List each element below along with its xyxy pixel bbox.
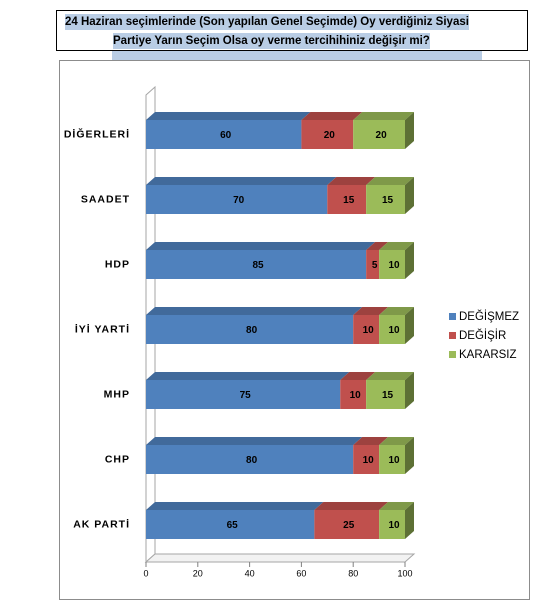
data-label-digerleri-degisir: 20 (324, 130, 336, 141)
bar-digerleri-degisir (301, 120, 354, 149)
bar-iyi-yarti-kararsiz-side (405, 307, 414, 344)
bar-mhp-degisir (340, 380, 367, 409)
bar-ak-parti-degismez-top (146, 502, 324, 510)
bar-iyi-yarti-kararsiz (379, 315, 405, 344)
bar-chp-degismez (146, 445, 354, 474)
data-label-iyi-yarti-kararsiz: 10 (388, 325, 400, 336)
bar-iyi-yarti-kararsiz-top (379, 307, 414, 315)
bar-mhp-kararsiz (366, 380, 405, 409)
bar-mhp-degisir-top (340, 372, 376, 380)
legend-swatch-kararsiz (449, 351, 456, 358)
bar-ak-parti-degismez (146, 510, 315, 539)
bar-digerleri-degismez (146, 120, 302, 149)
bar-ak-parti-kararsiz-top (379, 502, 414, 510)
bar-hdp-kararsiz-top (379, 242, 414, 250)
legend-swatch-degisir (449, 332, 456, 339)
legend-label-degismez: DEĞİŞMEZ (459, 310, 519, 323)
data-label-mhp-kararsiz: 15 (382, 390, 394, 401)
bar-hdp-degisir (366, 250, 380, 279)
bar-ak-parti-degisir-top (314, 502, 389, 510)
bar-saadet-degisir (327, 185, 367, 214)
bar-chp-degisir (353, 445, 380, 474)
data-label-chp-degismez: 80 (246, 455, 258, 466)
bar-digerleri-kararsiz-top (353, 112, 414, 120)
bar-saadet-degismez (146, 185, 328, 214)
chart-title-line-1: 24 Haziran seçimlerinde (Son yapılan Gen… (65, 14, 469, 30)
x-axis-tick-label: 100 (397, 568, 412, 578)
bar-mhp-degismez-top (146, 372, 350, 380)
data-label-hdp-degismez: 85 (253, 260, 265, 271)
bar-digerleri-degisir-top (301, 112, 363, 120)
bar-hdp-degismez (146, 250, 367, 279)
data-label-digerleri-degismez: 60 (220, 130, 232, 141)
data-label-hdp-kararsiz: 10 (388, 260, 400, 271)
bar-saadet-kararsiz (366, 185, 405, 214)
x-axis-tick-label: 20 (193, 568, 203, 578)
data-label-mhp-degismez: 75 (240, 390, 252, 401)
bar-chp-kararsiz-side (405, 437, 414, 474)
data-label-ak-parti-degisir: 25 (343, 520, 355, 531)
x-axis-tick-label: 80 (348, 568, 358, 578)
category-label-hdp: HDP (105, 258, 130, 270)
data-label-iyi-yarti-degisir: 10 (363, 325, 375, 336)
title-highlight-band (112, 51, 482, 60)
chart-floor (144, 553, 416, 563)
bar-iyi-yarti-degisir-top (353, 307, 389, 315)
bar-saadet-kararsiz-side (405, 177, 414, 214)
bar-iyi-yarti-degismez (146, 315, 354, 344)
category-label-iyi-yarti: İYİ YARTİ (75, 322, 130, 335)
bar-chp-kararsiz (379, 445, 405, 474)
data-label-hdp-degisir: 5 (372, 260, 378, 271)
bar-saadet-kararsiz-top (366, 177, 414, 185)
data-label-chp-degisir: 10 (363, 455, 375, 466)
data-label-chp-kararsiz: 10 (388, 455, 400, 466)
bar-ak-parti-kararsiz (379, 510, 405, 539)
x-axis-tick-label: 0 (143, 568, 148, 578)
legend-label-degisir: DEĞİŞİR (459, 329, 506, 342)
bar-saadet-degisir-top (327, 177, 376, 185)
data-label-mhp-degisir: 10 (350, 390, 362, 401)
bar-hdp-kararsiz (379, 250, 405, 279)
bar-saadet-degismez-top (146, 177, 337, 185)
bar-digerleri-kararsiz-side (405, 112, 414, 149)
category-label-ak-parti: AK PARTİ (73, 517, 130, 530)
bar-mhp-kararsiz-side (405, 372, 414, 409)
bar-hdp-degismez-top (146, 242, 376, 250)
bar-chp-degisir-top (353, 437, 389, 445)
data-label-saadet-degismez: 70 (233, 195, 245, 206)
category-label-chp: CHP (105, 453, 130, 465)
bar-mhp-kararsiz-top (366, 372, 414, 380)
bar-iyi-yarti-degisir (353, 315, 380, 344)
category-label-saadet: SAADET (81, 193, 130, 205)
legend-label-kararsiz: KARARSIZ (459, 349, 517, 361)
bar-iyi-yarti-degismez-top (146, 307, 363, 315)
data-label-digerleri-kararsiz: 20 (376, 130, 388, 141)
bar-chp-degismez-top (146, 437, 363, 445)
bar-hdp-degisir-top (366, 242, 389, 250)
data-label-ak-parti-degismez: 65 (227, 520, 239, 531)
data-label-iyi-yarti-degismez: 80 (246, 325, 258, 336)
chart-title-box: 24 Haziran seçimlerinde (Son yapılan Gen… (56, 10, 528, 51)
bar-ak-parti-kararsiz-side (405, 502, 414, 539)
bar-digerleri-kararsiz (353, 120, 405, 149)
x-axis-tick-label: 60 (296, 568, 306, 578)
chart-area: 0 20 40 60 80 100 DİĞERLERİ 60 20 20 SAADET 70 15 15 H… (59, 60, 530, 600)
data-label-ak-parti-kararsiz: 10 (388, 520, 400, 531)
data-label-saadet-degisir: 15 (343, 195, 355, 206)
category-label-mhp: MHP (104, 388, 130, 400)
bar-chp-kararsiz-top (379, 437, 414, 445)
stacked-bar-chart: 0 20 40 60 80 100 DİĞERLERİ 60 20 20 SAADET 70 15 15 H… (64, 85, 519, 578)
bar-digerleri-degismez-top (146, 112, 311, 120)
bar-ak-parti-degisir (314, 510, 380, 539)
x-axis-tick-label: 40 (245, 568, 255, 578)
bar-mhp-degismez (146, 380, 341, 409)
chart-title-line-2: Partiye Yarın Seçim Olsa oy verme tercih… (113, 33, 430, 49)
legend-swatch-degismez (449, 313, 456, 320)
category-label-digerleri: DİĞERLERİ (64, 127, 130, 140)
data-label-saadet-kararsiz: 15 (382, 195, 394, 206)
bar-hdp-kararsiz-side (405, 242, 414, 279)
